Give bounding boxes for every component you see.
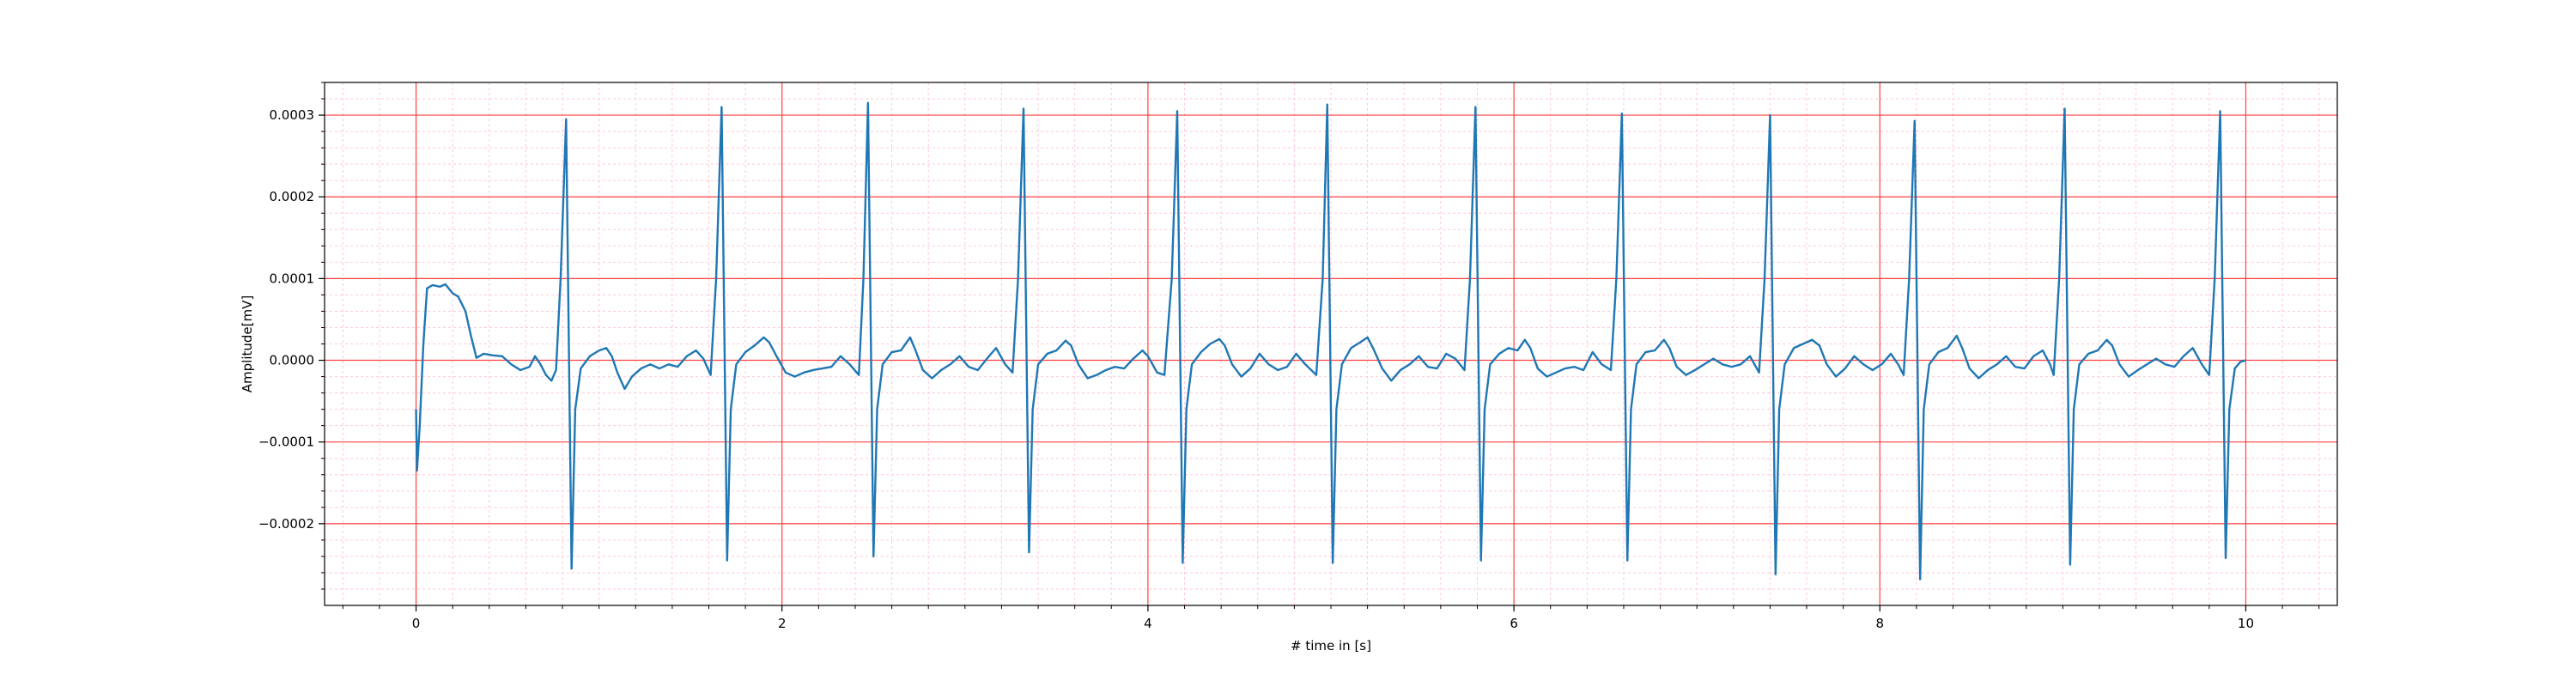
x-axis-label: # time in [s] xyxy=(1291,638,1371,654)
ecg-series-line xyxy=(415,101,2246,581)
x-axis-ticks: 0 2 4 6 8 10 xyxy=(342,605,2320,631)
x-tick-label: 6 xyxy=(1510,616,1518,631)
x-tick-label: 0 xyxy=(412,616,421,631)
y-tick-label: 0.0000 xyxy=(270,353,315,368)
x-tick-label: 10 xyxy=(2238,616,2254,631)
y-tick-label: −0.0001 xyxy=(258,435,314,450)
x-tick-label: 8 xyxy=(1875,616,1884,631)
series-layer xyxy=(415,101,2246,581)
y-tick-label: 0.0002 xyxy=(270,189,315,204)
y-tick-label: 0.0001 xyxy=(270,271,315,286)
y-tick-label: −0.0002 xyxy=(258,516,314,532)
y-axis-ticks: −0.0002 −0.0001 0.0000 0.0001 0.0002 0.0003 xyxy=(258,82,325,590)
y-tick-label: 0.0003 xyxy=(270,107,315,123)
x-tick-label: 2 xyxy=(778,616,787,631)
y-axis-label: Amplitude[mV] xyxy=(240,295,255,392)
x-tick-label: 4 xyxy=(1144,616,1152,631)
